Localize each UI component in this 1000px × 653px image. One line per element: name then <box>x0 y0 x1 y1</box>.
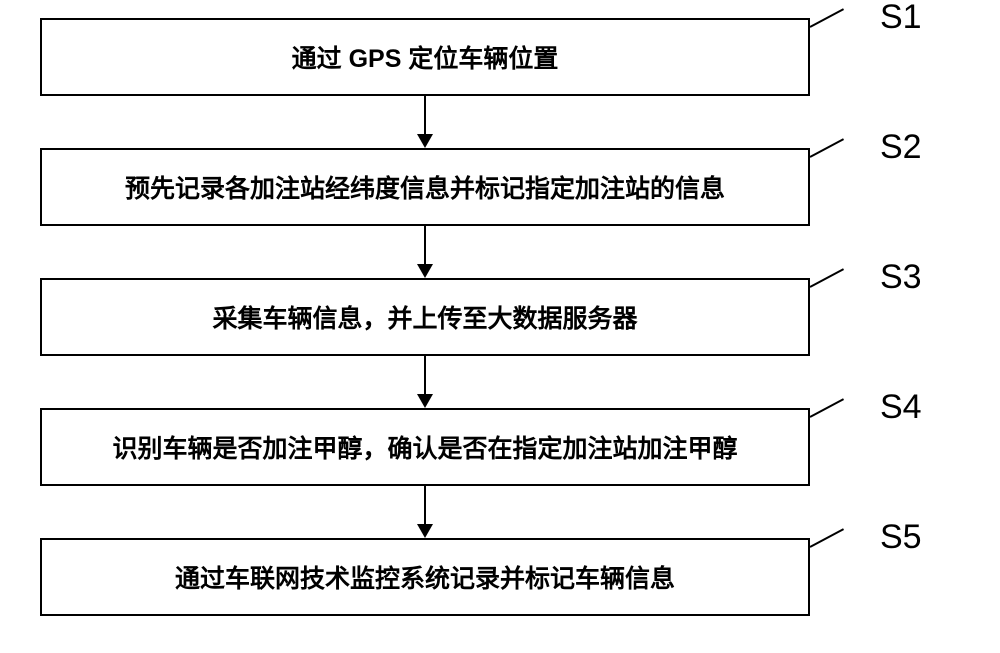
flow-arrow-head-icon <box>417 524 433 538</box>
flow-step-text: 通过车联网技术监控系统记录并标记车辆信息 <box>175 559 675 595</box>
label-tick-line <box>810 398 844 418</box>
flow-arrow-head-icon <box>417 394 433 408</box>
flow-step-box: 识别车辆是否加注甲醇，确认是否在指定加注站加注甲醇 <box>40 408 810 486</box>
flow-step-box: 通过车联网技术监控系统记录并标记车辆信息 <box>40 538 810 616</box>
flow-step-label: S2 <box>880 128 922 167</box>
flow-arrow-line <box>424 226 426 264</box>
flowchart-canvas: 通过 GPS 定位车辆位置 S1 预先记录各加注站经纬度信息并标记指定加注站的信息 S… <box>0 0 1000 653</box>
flow-arrow-line <box>424 96 426 134</box>
flow-arrow-line <box>424 486 426 524</box>
flow-step-text: 预先记录各加注站经纬度信息并标记指定加注站的信息 <box>125 169 725 205</box>
flow-step-label: S1 <box>880 0 922 37</box>
flow-step-label: S3 <box>880 258 922 297</box>
flow-arrow-head-icon <box>417 264 433 278</box>
flow-arrow-head-icon <box>417 134 433 148</box>
flow-step-label: S5 <box>880 518 922 557</box>
label-tick-line <box>810 268 844 288</box>
label-tick-line <box>810 8 844 28</box>
flow-step-text: 识别车辆是否加注甲醇，确认是否在指定加注站加注甲醇 <box>112 429 737 465</box>
flow-step-label: S4 <box>880 388 922 427</box>
label-tick-line <box>810 528 844 548</box>
flow-step-box: 通过 GPS 定位车辆位置 <box>40 18 810 96</box>
flow-step-box: 预先记录各加注站经纬度信息并标记指定加注站的信息 <box>40 148 810 226</box>
flow-step-text: 通过 GPS 定位车辆位置 <box>292 39 559 75</box>
label-tick-line <box>810 138 844 158</box>
flow-arrow-line <box>424 356 426 394</box>
flow-step-text: 采集车辆信息，并上传至大数据服务器 <box>212 299 637 335</box>
flow-step-box: 采集车辆信息，并上传至大数据服务器 <box>40 278 810 356</box>
